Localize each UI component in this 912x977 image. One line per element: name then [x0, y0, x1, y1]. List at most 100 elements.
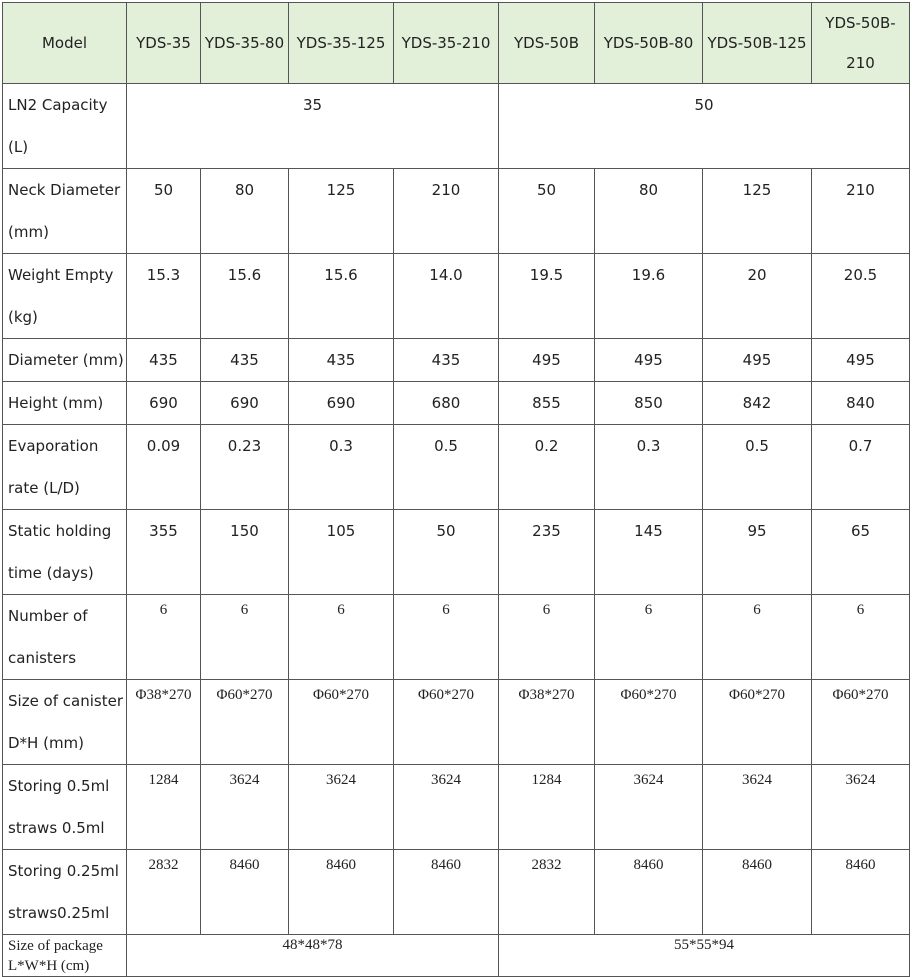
cell-value: 35: [126, 83, 499, 169]
table-row: Height (mm) 690 690 690 680 855 850 842 840: [2, 381, 910, 425]
header-cell: YDS-50B-210: [811, 2, 910, 84]
cell-value: 495: [702, 338, 812, 382]
table-row: LN2 Capacity (L) 35 50: [2, 83, 910, 169]
cell-value: Φ38*270: [498, 679, 595, 765]
row-label: Number of canisters: [2, 594, 127, 680]
cell-value: 3624: [288, 764, 394, 850]
cell-value: 6: [702, 594, 812, 680]
cell-value: Φ60*270: [811, 679, 910, 765]
cell-value: 8460: [702, 849, 812, 935]
cell-value: 855: [498, 381, 595, 425]
cell-value: 690: [288, 381, 394, 425]
cell-value: 2832: [498, 849, 595, 935]
header-row: Model YDS-35 YDS-35-80 YDS-35-125 YDS-35-210…: [2, 2, 910, 84]
cell-value: 125: [288, 168, 394, 254]
cell-value: 8460: [200, 849, 289, 935]
header-cell: YDS-50B: [498, 2, 595, 84]
cell-value: 435: [393, 338, 499, 382]
cell-value: 690: [200, 381, 289, 425]
cell-value: 495: [811, 338, 910, 382]
cell-value: 435: [288, 338, 394, 382]
cell-value: 0.3: [594, 424, 703, 510]
cell-value: 105: [288, 509, 394, 595]
cell-value: 6: [393, 594, 499, 680]
cell-value: 8460: [288, 849, 394, 935]
cell-value: 0.09: [126, 424, 201, 510]
cell-value: Φ60*270: [288, 679, 394, 765]
table-row: Size of canister D*H (mm) Φ38*270 Φ60*270 Φ…: [2, 679, 910, 765]
row-label: Evaporation rate (L/D): [2, 424, 127, 510]
cell-value: Φ60*270: [200, 679, 289, 765]
cell-value: 6: [594, 594, 703, 680]
cell-value: 2832: [126, 849, 201, 935]
cell-value: 0.5: [393, 424, 499, 510]
row-label: Size of package L*W*H (cm): [2, 934, 127, 977]
cell-value: 8460: [393, 849, 499, 935]
header-cell: YDS-35: [126, 2, 201, 84]
cell-value: 15.6: [200, 253, 289, 339]
cell-value: 19.5: [498, 253, 595, 339]
table-row: Weight Empty (kg) 15.3 15.6 15.6 14.0 19.5 19.…: [2, 253, 910, 339]
cell-value: 15.3: [126, 253, 201, 339]
cell-value: 435: [126, 338, 201, 382]
cell-value: Φ60*270: [594, 679, 703, 765]
cell-value: 3624: [393, 764, 499, 850]
cell-value: 6: [811, 594, 910, 680]
row-label: Storing 0.5ml straws 0.5ml: [2, 764, 127, 850]
cell-value: 145: [594, 509, 703, 595]
table-row: Storing 0.5ml straws 0.5ml 1284 3624 3624 36…: [2, 764, 910, 850]
cell-value: Φ60*270: [702, 679, 812, 765]
cell-value: 48*48*78: [126, 934, 499, 977]
cell-value: 15.6: [288, 253, 394, 339]
row-label: Height (mm): [2, 381, 127, 425]
header-cell: YDS-35-210: [393, 2, 499, 84]
cell-value: 355: [126, 509, 201, 595]
cell-value: 690: [126, 381, 201, 425]
cell-value: 65: [811, 509, 910, 595]
cell-value: 0.2: [498, 424, 595, 510]
row-label: Diameter (mm): [2, 338, 127, 382]
row-label: Storing 0.25ml straws0.25ml: [2, 849, 127, 935]
cell-value: 0.7: [811, 424, 910, 510]
cell-value: 20: [702, 253, 812, 339]
cell-value: 125: [702, 168, 812, 254]
row-label: Size of canister D*H (mm): [2, 679, 127, 765]
cell-value: 680: [393, 381, 499, 425]
cell-value: Φ38*270: [126, 679, 201, 765]
cell-value: 3624: [811, 764, 910, 850]
row-label: LN2 Capacity (L): [2, 83, 127, 169]
cell-value: 14.0: [393, 253, 499, 339]
cell-value: 850: [594, 381, 703, 425]
cell-value: 3624: [702, 764, 812, 850]
cell-value: 1284: [126, 764, 201, 850]
table-row: Evaporation rate (L/D) 0.09 0.23 0.3 0.5 0.2 0…: [2, 424, 910, 510]
cell-value: 235: [498, 509, 595, 595]
cell-value: 50: [498, 168, 595, 254]
cell-value: 50: [126, 168, 201, 254]
cell-value: 20.5: [811, 253, 910, 339]
row-label: Neck Diameter (mm): [2, 168, 127, 254]
table-row: Static holding time (days) 355 150 105 50 235…: [2, 509, 910, 595]
table-row: Neck Diameter (mm) 50 80 125 210 50 80 125 210: [2, 168, 910, 254]
cell-value: 435: [200, 338, 289, 382]
table-row: Number of canisters 6 6 6 6 6 6 6 6: [2, 594, 910, 680]
cell-value: 840: [811, 381, 910, 425]
cell-value: 80: [200, 168, 289, 254]
cell-value: 495: [498, 338, 595, 382]
cell-value: 50: [498, 83, 910, 169]
cell-value: 150: [200, 509, 289, 595]
cell-value: 0.3: [288, 424, 394, 510]
cell-value: 3624: [200, 764, 289, 850]
header-cell: YDS-35-125: [288, 2, 394, 84]
header-cell: YDS-50B-80: [594, 2, 703, 84]
row-label: Weight Empty (kg): [2, 253, 127, 339]
cell-value: 210: [811, 168, 910, 254]
cell-value: 6: [126, 594, 201, 680]
cell-value: 0.23: [200, 424, 289, 510]
cell-value: 0.5: [702, 424, 812, 510]
cell-value: 8460: [594, 849, 703, 935]
cell-value: 95: [702, 509, 812, 595]
row-label: Static holding time (days): [2, 509, 127, 595]
